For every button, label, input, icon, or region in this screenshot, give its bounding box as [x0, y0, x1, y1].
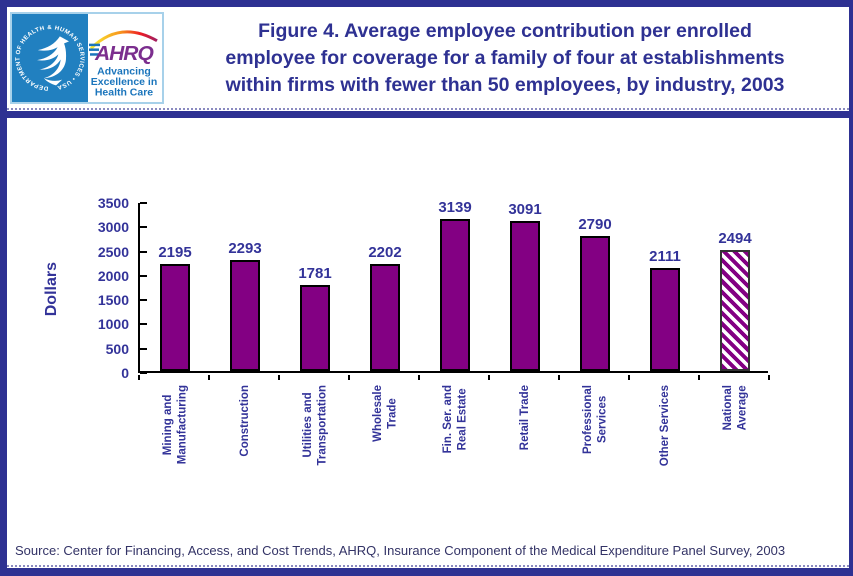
- y-tick-mark: [140, 372, 147, 374]
- y-tick-mark: [140, 347, 147, 350]
- y-tick-mark: [140, 250, 147, 253]
- ahrq-tagline-line2: Excellence in: [91, 77, 157, 88]
- bar-value-label: 3139: [438, 198, 472, 216]
- x-tick-mark: [558, 375, 560, 380]
- x-category-label: Professional Services: [581, 385, 608, 455]
- bar: [370, 264, 400, 371]
- bar-value-label: 1781: [298, 264, 332, 282]
- footer-dotted-rule: [7, 565, 849, 567]
- x-axis-category-labels: Mining and Manufacturing Construction Util…: [140, 385, 770, 507]
- x-category-slot: Retail Trade: [490, 385, 560, 507]
- x-category-label: National Average: [721, 385, 748, 431]
- x-tick-mark: [768, 375, 770, 380]
- agency-logo-block: DEPARTMENT OF HEALTH & HUMAN SERVICES • …: [10, 12, 164, 104]
- y-axis-tick-labels: 0 500 1000 1500 2000 2500 3000 3500: [67, 195, 129, 381]
- bar-slot: 2195: [140, 201, 210, 371]
- y-tick-label: 3500: [97, 195, 129, 211]
- y-tick-label: 3000: [97, 219, 129, 236]
- ahrq-speed-lines-icon: [89, 43, 100, 56]
- x-tick-mark: [628, 375, 630, 380]
- bar-value-label: 2790: [578, 215, 612, 233]
- bar-slot: 3091: [490, 201, 560, 371]
- source-note: Source: Center for Financing, Access, an…: [15, 543, 786, 558]
- x-category-slot: Fin. Ser. and Real Estate: [420, 385, 490, 507]
- bar: [440, 218, 470, 371]
- bar-value-label: 3091: [508, 200, 542, 218]
- x-tick-mark: [208, 375, 210, 380]
- y-tick-mark: [140, 274, 147, 277]
- bar-slot: 2202: [350, 201, 420, 371]
- bar-hatched: [720, 249, 750, 371]
- x-category-slot: Wholesale Trade: [350, 385, 420, 507]
- x-tick-mark: [488, 375, 490, 380]
- x-category-label: Other Services: [658, 385, 671, 467]
- x-category-slot: Mining and Manufacturing: [140, 385, 210, 507]
- rainbow-arc-icon: [89, 30, 158, 50]
- hhs-seal-logo: DEPARTMENT OF HEALTH & HUMAN SERVICES • …: [12, 14, 88, 102]
- y-axis-title: Dollars: [43, 261, 60, 317]
- x-tick-mark: [348, 375, 350, 380]
- x-category-slot: Utilities and Transportation: [280, 385, 350, 507]
- bar: [160, 264, 190, 371]
- ahrq-wordmark: AHRQ: [94, 42, 154, 64]
- bar-slot: 2111: [630, 201, 700, 371]
- x-tick-mark: [138, 375, 140, 380]
- y-tick-label: 500: [105, 340, 129, 357]
- header-divider-bar: [7, 111, 849, 118]
- x-category-label: Utilities and Transportation: [301, 385, 328, 466]
- ahrq-logo-background: [88, 14, 160, 102]
- y-tick-mark: [140, 323, 147, 326]
- bar-value-label: 2195: [158, 244, 192, 262]
- bar-slot: 2293: [210, 201, 280, 371]
- y-axis-title-wrap: Dollars: [43, 203, 61, 375]
- figure-title-line1: Figure 4. Average employee contribution …: [258, 20, 752, 42]
- bar: [580, 235, 610, 371]
- y-tick-mark: [140, 299, 147, 302]
- bar-slot: 1781: [280, 201, 350, 371]
- ahrq-tagline-line3: Health Care: [95, 87, 154, 98]
- x-tick-mark: [698, 375, 700, 380]
- x-category-label: Construction: [238, 385, 251, 457]
- bar: [300, 284, 330, 371]
- plot-area: 2195 2293 1781 2202 3139 3091 2790 2111 2494: [138, 199, 770, 374]
- y-tick-mark: [140, 226, 147, 229]
- y-tick-label: 2000: [97, 267, 129, 284]
- figure-title: Figure 4. Average employee contribution …: [162, 18, 848, 99]
- x-category-label: Fin. Ser. and Real Estate: [441, 385, 468, 454]
- bar-slot: 3139: [420, 199, 490, 371]
- bar-slot: 2494: [700, 201, 770, 371]
- x-category-slot: Other Services: [630, 385, 700, 507]
- x-category-slot: National Average: [700, 385, 770, 507]
- figure-title-line2: employee for coverage for a family of fo…: [225, 47, 785, 69]
- x-category-label: Mining and Manufacturing: [161, 385, 188, 465]
- x-category-slot: Construction: [210, 385, 280, 507]
- x-tick-mark: [418, 375, 420, 380]
- y-tick-label: 1000: [97, 316, 129, 333]
- x-category-label: Retail Trade: [518, 385, 531, 451]
- y-tick-label: 2500: [97, 243, 129, 260]
- x-category-slot: Professional Services: [560, 385, 630, 507]
- ahrq-logo: AHRQ Advancing Excellence in Health Care: [88, 14, 160, 102]
- y-tick-label: 0: [121, 365, 129, 381]
- y-tick-label: 1500: [97, 292, 129, 309]
- bar: [230, 259, 260, 371]
- ahrq-tagline: Advancing Excellence in Health Care: [91, 66, 157, 98]
- bar-value-label: 2293: [228, 239, 262, 257]
- y-tick-mark: [140, 202, 147, 204]
- ahrq-tagline-line1: Advancing: [97, 66, 151, 77]
- bar: [650, 268, 680, 371]
- hhs-eagle-icon: [37, 36, 69, 86]
- figure-title-line3: within firms with fewer than 50 employee…: [225, 74, 785, 96]
- bar: [510, 220, 540, 371]
- x-category-label: Wholesale Trade: [371, 385, 398, 442]
- bar-value-label: 2111: [649, 248, 681, 266]
- bar-value-label: 2494: [718, 229, 752, 247]
- x-tick-mark: [278, 375, 280, 380]
- bar-value-label: 2202: [368, 244, 402, 262]
- x-axis-tick-marks: [138, 375, 772, 381]
- bar-slot: 2790: [560, 201, 630, 371]
- header-dotted-rule: [7, 108, 849, 110]
